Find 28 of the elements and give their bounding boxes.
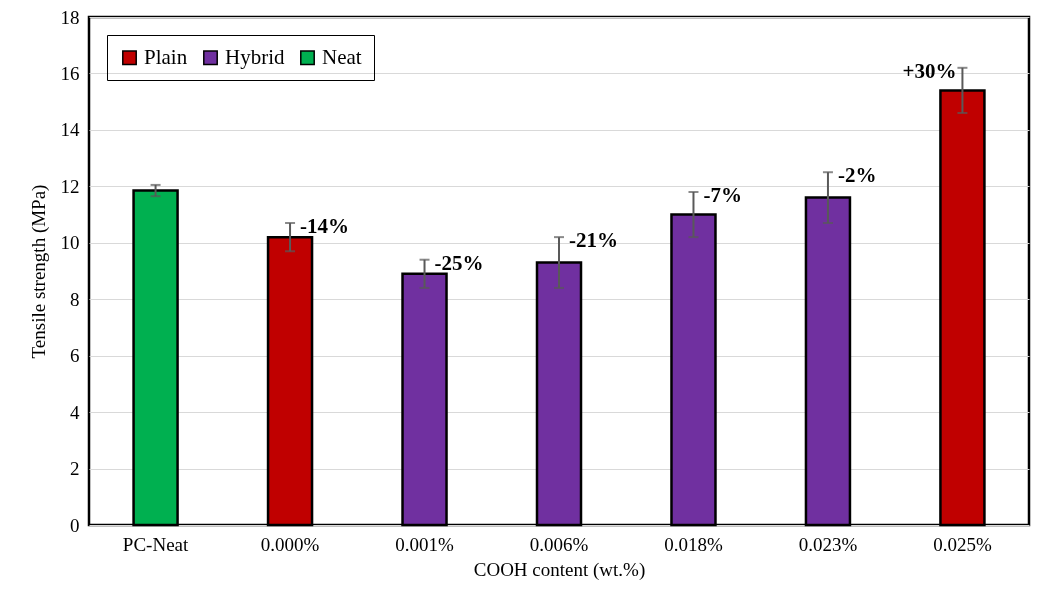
y-tick-label: 2 bbox=[70, 458, 80, 480]
y-tick-label: 12 bbox=[60, 175, 80, 197]
legend-label: Neat bbox=[322, 44, 362, 69]
x-tick-label: 0.000% bbox=[260, 533, 320, 555]
text: -14% bbox=[300, 214, 350, 239]
text: -2% bbox=[837, 163, 877, 188]
y-tick-label: 0 bbox=[70, 514, 80, 536]
text: -21% bbox=[569, 228, 618, 253]
y-tick-label: 10 bbox=[60, 232, 80, 254]
text: +30% bbox=[902, 58, 957, 83]
y-tick-label: 14 bbox=[60, 119, 80, 141]
y-tick-label: 18 bbox=[60, 6, 80, 28]
text: -25% bbox=[434, 250, 484, 275]
y-tick-label: 4 bbox=[70, 401, 80, 423]
x-tick-label: PC-Neat bbox=[122, 533, 189, 555]
x-tick-label: 0.001% bbox=[395, 533, 454, 555]
x-axis-title: COOH content (wt.%) bbox=[473, 558, 646, 581]
text: -7% bbox=[703, 182, 742, 207]
y-tick-label: 16 bbox=[60, 62, 80, 84]
x-tick-label: 0.025% bbox=[933, 533, 992, 555]
legend-label: Hybrid bbox=[225, 44, 285, 69]
y-axis-title: Tensile strength (MPa) bbox=[27, 184, 50, 359]
x-tick-label: 0.006% bbox=[529, 533, 589, 555]
y-tick-label: 6 bbox=[70, 345, 80, 367]
legend-label: Plain bbox=[144, 44, 188, 69]
x-tick-label: 0.018% bbox=[664, 533, 723, 555]
y-tick-label: 8 bbox=[70, 288, 80, 310]
x-tick-label: 0.023% bbox=[798, 533, 858, 555]
